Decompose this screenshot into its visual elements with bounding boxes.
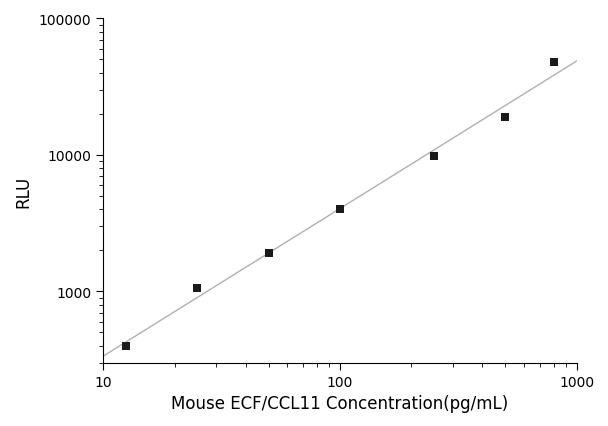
Y-axis label: RLU: RLU	[14, 175, 32, 207]
Point	[500, 114, 510, 121]
Point	[193, 285, 202, 292]
Point	[429, 153, 439, 160]
Point	[122, 343, 131, 349]
X-axis label: Mouse ECF/CCL11 Concentration(pg/mL): Mouse ECF/CCL11 Concentration(pg/mL)	[171, 394, 508, 412]
Point	[549, 59, 559, 66]
Point	[264, 250, 274, 257]
Point	[335, 206, 345, 213]
